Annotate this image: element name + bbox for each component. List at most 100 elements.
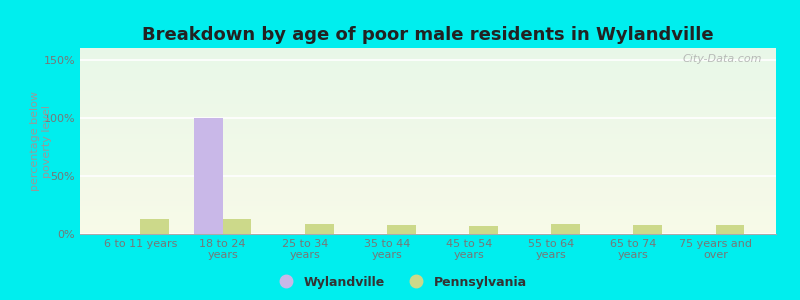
Bar (80, 230, 776, 232)
Bar (80, 152, 776, 154)
Bar (80, 63, 776, 65)
Bar (80, 117, 776, 119)
Bar (80, 232, 776, 234)
Bar (80, 100, 776, 102)
Bar (80, 135, 776, 137)
Bar (80, 165, 776, 167)
Bar (80, 56, 776, 57)
Bar (80, 139, 776, 141)
Bar (80, 96, 776, 98)
Bar (140, 219, 169, 234)
Bar (80, 145, 776, 147)
Bar (80, 167, 776, 169)
Bar (80, 158, 776, 160)
Bar (80, 74, 776, 76)
Bar (80, 91, 776, 93)
Bar (80, 217, 776, 219)
Bar (194, 118, 222, 234)
Bar (80, 163, 776, 165)
Y-axis label: percentage below
poverty level: percentage below poverty level (30, 91, 51, 191)
Bar (80, 197, 776, 199)
Title: Breakdown by age of poor male residents in Wylandville: Breakdown by age of poor male residents … (142, 26, 714, 44)
Bar (80, 189, 776, 191)
Text: City-Data.com: City-Data.com (682, 54, 762, 64)
Bar (80, 225, 776, 226)
Bar (80, 50, 776, 52)
Bar (80, 178, 776, 180)
Bar (80, 193, 776, 195)
Bar (80, 72, 776, 74)
Bar (80, 82, 776, 83)
Bar (80, 199, 776, 200)
Bar (80, 176, 776, 178)
Bar (80, 210, 776, 212)
Bar (634, 225, 662, 234)
Bar (80, 208, 776, 210)
Bar (80, 54, 776, 56)
Bar (80, 61, 776, 63)
Bar (80, 169, 776, 171)
Bar (80, 156, 776, 158)
Bar (80, 106, 776, 107)
Bar (80, 70, 776, 72)
Bar (80, 124, 776, 126)
Bar (80, 134, 776, 135)
Bar (469, 226, 498, 234)
Bar (80, 214, 776, 215)
Bar (80, 93, 776, 94)
Bar (80, 85, 776, 87)
Bar (80, 111, 776, 113)
Bar (80, 110, 776, 111)
Bar (80, 102, 776, 104)
Bar (80, 107, 776, 110)
Bar (80, 191, 776, 193)
Bar (80, 52, 776, 54)
Bar (80, 160, 776, 161)
Bar (80, 171, 776, 172)
Bar (80, 212, 776, 214)
Bar (387, 225, 416, 234)
Legend: Wylandville, Pennsylvania: Wylandville, Pennsylvania (269, 271, 531, 294)
Bar (80, 147, 776, 148)
Bar (80, 57, 776, 59)
Bar (80, 186, 776, 188)
Bar (80, 83, 776, 85)
Bar (80, 65, 776, 67)
Bar (80, 180, 776, 182)
Bar (80, 161, 776, 163)
Bar (80, 130, 776, 132)
Bar (80, 113, 776, 115)
Bar (80, 204, 776, 206)
Bar (80, 219, 776, 221)
Bar (80, 143, 776, 145)
Bar (80, 223, 776, 225)
Bar (80, 182, 776, 184)
Bar (716, 225, 744, 234)
Bar (80, 76, 776, 78)
Bar (80, 128, 776, 130)
Bar (80, 148, 776, 150)
Bar (80, 119, 776, 121)
Bar (80, 122, 776, 124)
Bar (80, 132, 776, 134)
Bar (80, 215, 776, 217)
Bar (80, 228, 776, 230)
Bar (80, 154, 776, 156)
Bar (80, 80, 776, 82)
Bar (80, 67, 776, 68)
Bar (80, 87, 776, 89)
Bar (80, 121, 776, 122)
Bar (80, 59, 776, 61)
Bar (80, 200, 776, 202)
Bar (80, 141, 776, 143)
Bar (80, 226, 776, 228)
Bar (80, 104, 776, 106)
Bar (80, 78, 776, 80)
Bar (80, 175, 776, 176)
Bar (80, 172, 776, 175)
Bar (80, 195, 776, 197)
Bar (80, 202, 776, 204)
Bar (80, 137, 776, 139)
Bar (80, 221, 776, 223)
Bar (80, 188, 776, 189)
